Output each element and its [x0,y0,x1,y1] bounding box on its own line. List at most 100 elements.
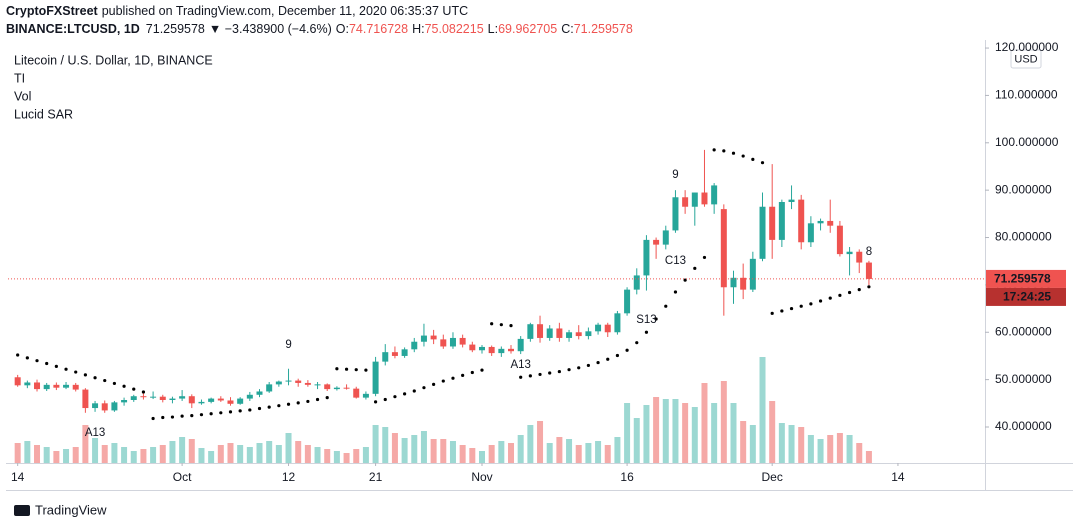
plot: A13 9 A13 S13 C13 9 8 [14,148,872,463]
candle-body [633,275,640,290]
x-tick-label: 14 [891,470,905,484]
candle-body [43,384,50,390]
volume-bar [653,397,660,463]
sar-dot [335,367,339,371]
candle-body [527,324,534,339]
sar-dot [683,278,687,282]
volume-bar [372,425,379,463]
y-tick-label: 110.000000 [995,88,1058,102]
sar-dot [141,390,146,394]
sar-dot [741,154,745,158]
volume-bar [63,449,70,463]
candle-body [537,324,544,338]
volume-bar [382,427,389,463]
sar-dot [170,415,175,419]
volume-bar [188,439,195,463]
y-tick-label: 40.000000 [995,419,1052,433]
candle-body [63,384,70,388]
candle-body [246,394,253,399]
volume-bar [846,435,853,463]
candle-body [556,328,563,338]
sar-dot [780,309,784,313]
sar-dot [103,378,107,383]
header: CryptoFXStreet published on TradingView.c… [6,4,468,18]
candle-body [546,328,553,338]
annotation: C13 [665,255,686,267]
candle-body [624,289,631,314]
volume-bar [401,438,408,463]
indicator-label[interactable]: Vol [14,89,31,103]
brand[interactable]: TradingView [35,502,107,517]
sar-dot [315,397,320,402]
sar-dot [238,409,242,413]
volume-bar [527,425,534,463]
x-tick-label: Dec [762,470,783,484]
volume-bar [807,435,814,463]
volume-bar [72,447,79,463]
candle-body [865,262,872,279]
published: published on TradingView.com, December 1… [102,4,468,18]
candle-body [778,202,785,240]
volume-bar [179,437,186,463]
volume-bar [111,443,118,463]
volume-bar [256,443,263,463]
candle-body [595,324,602,332]
candle-body [72,384,79,390]
volume-bar [459,445,466,463]
sar-dot [16,353,20,357]
sar-dot [818,299,823,303]
symbol: BINANCE:LTCUSD, 1D [6,22,140,36]
currency-label[interactable]: USD [1014,53,1037,65]
volume-bar [537,421,544,463]
volume-bar [508,443,515,463]
volume-bar [778,423,785,463]
candle-body [430,335,437,340]
volume-bar [488,445,495,463]
candle-body [498,348,505,354]
volume-bar [14,443,21,463]
volume-bar [266,441,273,463]
annotation: 9 [672,169,678,181]
candle-body [440,339,447,347]
candle-body [711,185,718,205]
volume-bar [34,445,41,463]
volume-bar [130,451,137,463]
sar-dot [490,322,494,326]
candle-body [121,400,128,403]
candle-body [314,384,321,386]
candle-body [682,197,689,207]
ohlc-label: C: [561,22,574,36]
sar-dot [248,408,252,412]
y-tick-label: 50.000000 [995,372,1052,386]
last-price: 71.259578 [146,22,205,36]
sar-dot [635,341,639,345]
sar-dot [45,361,49,366]
volume-bar [198,448,205,463]
candle-body [362,393,369,398]
volume-bar [285,433,292,463]
volume-bar [836,433,843,463]
sar-dot [325,396,329,400]
volume-bar [798,427,805,463]
candle-body [333,387,340,390]
candle-body [459,337,466,345]
ohlc-label: H: [412,22,425,36]
x-tick-label: 14 [11,470,25,484]
sar-dot [306,399,310,404]
candle-body [469,344,476,351]
indicator-label[interactable]: Lucid SAR [14,107,73,121]
volume-bar [614,437,621,463]
candle-body [198,401,205,404]
sar-dot [470,370,474,375]
sar-dot [25,356,29,360]
currency-button[interactable] [1010,49,1042,69]
volume-bar [440,439,447,463]
volume-bar [865,451,872,463]
volume-bar [556,437,563,463]
volume-bar [304,445,311,463]
indicator-label[interactable]: TI [14,71,25,85]
candle-body [24,382,31,386]
volume-bar [324,449,331,463]
sar-dot [722,149,726,153]
annotation: 8 [866,246,872,258]
